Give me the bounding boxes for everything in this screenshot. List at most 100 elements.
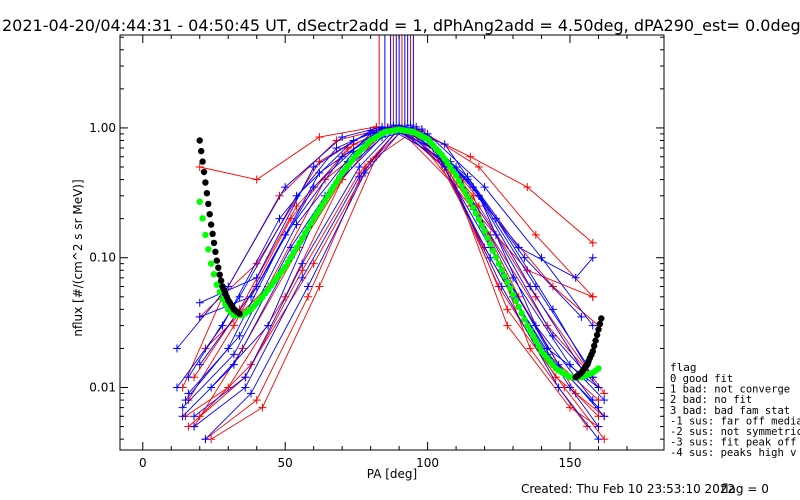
fit-curve-point	[307, 220, 314, 227]
extrapolation-left-point	[212, 248, 219, 255]
extrapolation-right-point	[589, 348, 596, 355]
extrapolation-left-point	[200, 168, 208, 176]
series-point	[195, 298, 204, 307]
fit-curve-point	[304, 225, 312, 232]
fit-curve-point	[461, 188, 468, 195]
fit-curve-point	[495, 260, 502, 267]
extrapolation-left-point	[207, 221, 215, 228]
series-point	[588, 292, 597, 301]
fit-curve-point	[333, 178, 340, 186]
series-point	[503, 305, 512, 314]
fit-curve-point	[464, 193, 471, 200]
series-point	[588, 238, 597, 247]
y-tick-label: 0.10	[89, 251, 116, 265]
fit-curve-point	[321, 197, 329, 204]
series-point	[566, 403, 575, 412]
extrapolation-left-point	[217, 277, 225, 284]
extrapolation-left-point	[236, 310, 243, 317]
extrapolation-left-point	[215, 264, 222, 271]
series-point	[338, 133, 347, 142]
series-point	[315, 282, 324, 291]
series-point	[548, 305, 557, 314]
y-axis-label: nflux [#/(cm^2 s sr MeV)]	[71, 179, 85, 336]
series-point	[497, 282, 506, 291]
fit-curve-point	[199, 215, 206, 222]
series-point	[258, 403, 267, 412]
series-point	[229, 321, 238, 330]
series-point	[309, 259, 318, 268]
fit-curve-point	[202, 231, 209, 239]
series-line	[182, 127, 599, 408]
series-point	[178, 412, 187, 421]
series-point	[292, 191, 301, 200]
series-point	[520, 253, 529, 262]
extrapolation-left-point	[202, 179, 209, 186]
series-point	[235, 292, 244, 301]
series-line	[188, 126, 594, 401]
extrapolation-left-point	[199, 158, 206, 165]
legend-items: 0 good fit 1 bad: not converge 2 bad: no…	[670, 373, 800, 459]
legend: flag 0 good fit 1 bad: not converge 2 ba…	[670, 361, 800, 459]
series-point	[195, 312, 204, 321]
created-timestamp: Created: Thu Feb 10 23:53:10 2022	[521, 482, 735, 496]
fit-curve-point	[484, 234, 491, 241]
series-point	[247, 389, 256, 398]
fit-curve-point	[498, 266, 505, 273]
series-point	[252, 273, 261, 282]
extrapolation-right-point	[591, 342, 598, 350]
fit-curve-point	[301, 230, 309, 237]
extrapolation-right-point	[595, 326, 602, 333]
series-line	[193, 127, 599, 440]
fit-curve-point	[205, 246, 212, 253]
series-line	[188, 125, 605, 401]
series-line	[185, 127, 599, 401]
fit-curve-point	[501, 272, 508, 280]
series-point	[195, 163, 204, 172]
fit-curve-point	[512, 297, 520, 304]
series-point	[247, 292, 256, 301]
series-point	[366, 157, 375, 166]
fit-curve-point	[518, 310, 525, 317]
x-tick-label: 50	[278, 456, 293, 470]
fit-curve-point	[324, 192, 332, 199]
x-tick-label: 100	[416, 456, 439, 470]
series-point	[264, 321, 273, 330]
series-point	[303, 292, 312, 301]
fit-curve-point	[478, 222, 485, 229]
fit-curve-point	[316, 206, 323, 213]
y-tick-label: 1.00	[89, 121, 116, 135]
series-point	[526, 344, 535, 353]
series-point	[412, 122, 421, 131]
fit-curve-point	[313, 210, 320, 218]
fit-curve-point	[529, 332, 537, 340]
series-point	[531, 321, 540, 330]
series-line	[205, 130, 594, 349]
fit-curve-point	[293, 244, 300, 251]
fit-curve-point	[521, 316, 528, 323]
extrapolation-left-point	[196, 137, 203, 144]
series-point	[514, 243, 523, 252]
series-point	[577, 312, 586, 321]
series-point	[303, 282, 312, 291]
series-point	[463, 172, 472, 181]
series-point	[531, 292, 540, 301]
extrapolation-left-point	[206, 211, 213, 218]
extrapolation-left-point	[213, 257, 220, 264]
legend-item: 1 bad: not converge	[670, 384, 790, 396]
series-point	[172, 383, 181, 392]
series-point	[548, 331, 557, 340]
series-point	[241, 383, 250, 392]
series-point	[315, 133, 324, 142]
extrapolation-left-point	[209, 230, 216, 237]
legend-item: -2 sus: not symmetric	[670, 426, 800, 438]
fit-curve-point	[210, 271, 218, 278]
extrapolation-left-point	[205, 200, 212, 208]
extrapolation-right-point	[598, 315, 605, 322]
series-point	[172, 344, 181, 353]
extrapolation-left-point	[216, 271, 223, 278]
legend-item: 2 bad: no fit	[670, 394, 752, 406]
fit-curve-point	[470, 204, 477, 211]
fit-curve-point	[207, 260, 215, 267]
fit-curve-point	[509, 291, 517, 298]
